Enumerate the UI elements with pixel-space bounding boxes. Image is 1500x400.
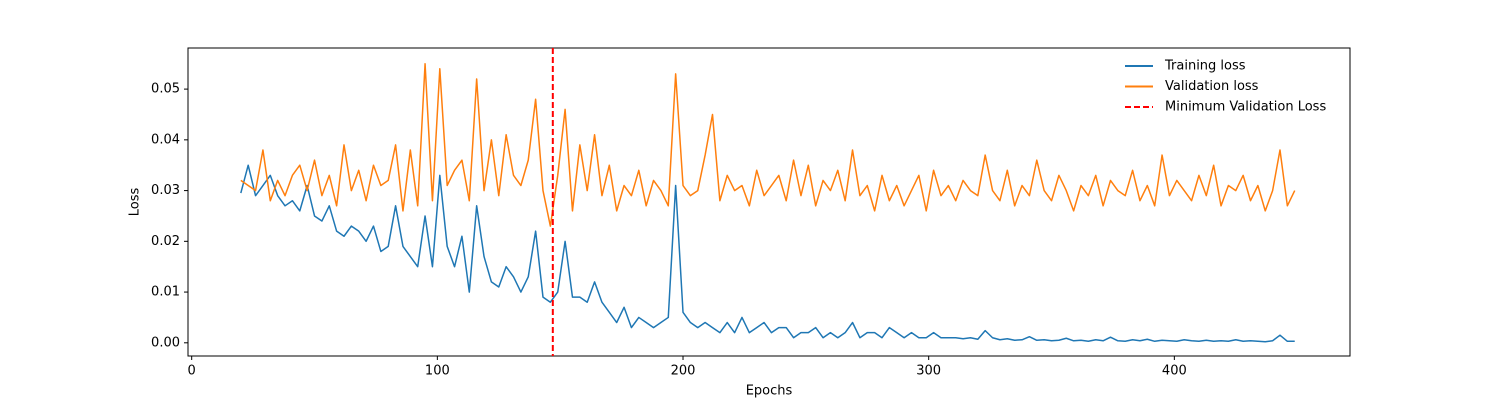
series-line	[240, 164, 1295, 343]
y-tick-label: 0.01	[151, 285, 180, 300]
y-tick-label: 0.05	[151, 82, 180, 97]
x-tick-label: 200	[671, 364, 696, 379]
y-tick-label: 0.00	[151, 335, 180, 350]
y-tick-label: 0.03	[151, 183, 180, 198]
x-axis-label: Epochs	[746, 384, 793, 399]
y-tick-label: 0.02	[151, 234, 180, 249]
x-tick-label: 100	[425, 364, 450, 379]
y-axis-label: Loss	[128, 188, 143, 217]
y-tick-label: 0.04	[151, 132, 180, 147]
x-tick-label: 300	[916, 364, 941, 379]
legend-label: Validation loss	[1165, 79, 1259, 94]
axes-frame	[187, 47, 1351, 357]
legend-label: Training loss	[1164, 59, 1246, 74]
x-tick-label: 0	[188, 364, 196, 379]
x-tick-label: 400	[1162, 364, 1187, 379]
legend-label: Minimum Validation Loss	[1165, 100, 1326, 115]
series-line	[240, 62, 1296, 227]
